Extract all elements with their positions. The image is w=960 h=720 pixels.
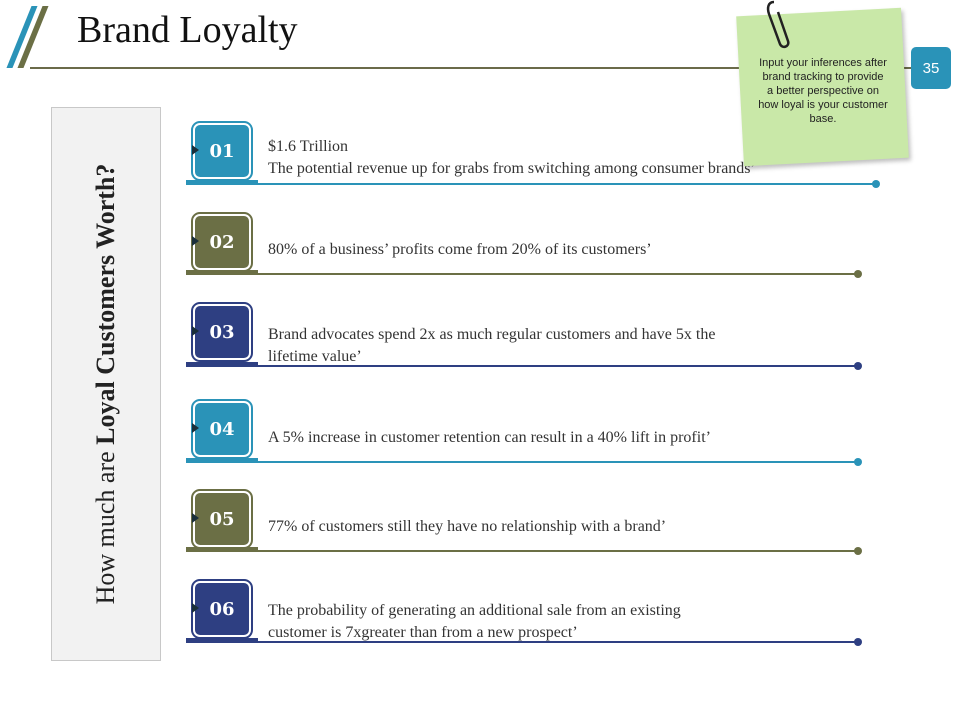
item-base-bar [186, 180, 258, 185]
item-underline [186, 461, 858, 463]
item-text: 77% of customers still they have no rela… [268, 516, 666, 538]
item-line-2: lifetime value’ [268, 348, 362, 365]
item-line-end-dot [854, 638, 862, 646]
title-divider [30, 67, 920, 69]
pointer-arrow-icon [192, 326, 199, 336]
paperclip-icon [766, 0, 790, 49]
item-underline [186, 273, 858, 275]
list-item: 04 A 5% increase in customer retention c… [186, 399, 886, 470]
item-base-bar [186, 270, 258, 275]
item-line-2: The potential revenue up for grabs from … [268, 160, 756, 177]
item-number-badge: 01 [191, 121, 253, 181]
item-line-2: customer is 7xgreater than from a new pr… [268, 624, 578, 641]
item-base-bar [186, 547, 258, 552]
item-underline [186, 550, 858, 552]
item-line-end-dot [854, 547, 862, 555]
item-number-badge: 04 [191, 399, 253, 459]
item-line-end-dot [854, 362, 862, 370]
item-line-1: 77% of customers still they have no rela… [268, 518, 667, 535]
pointer-arrow-icon [192, 423, 199, 433]
item-base-bar [186, 362, 258, 367]
item-line-1: The probability of generating an additio… [268, 602, 681, 619]
item-line-1: A 5% increase in customer retention can … [268, 429, 711, 446]
item-base-bar [186, 458, 258, 463]
heading-regular: How much are [91, 444, 120, 605]
item-text: A 5% increase in customer retention can … [268, 427, 711, 449]
item-underline [186, 641, 858, 643]
list-item: 03 Brand advocates spend 2x as much regu… [186, 302, 886, 373]
sticky-note-text: Input your inferences after brand tracki… [758, 57, 888, 125]
item-underline [186, 183, 876, 185]
side-panel: How much are Loyal Customers Worth? [51, 107, 161, 661]
item-text: Brand advocates spend 2x as much regular… [268, 324, 715, 368]
side-panel-heading: How much are Loyal Customers Worth? [87, 114, 125, 654]
pointer-arrow-icon [192, 236, 199, 246]
item-number-badge: 06 [191, 579, 253, 639]
list-item: 01 $1.6 Trillion The potential revenue up… [186, 121, 886, 192]
item-line-1: Brand advocates spend 2x as much regular… [268, 326, 716, 343]
item-number-badge: 03 [191, 302, 253, 362]
page-number-badge: 35 [911, 47, 951, 89]
item-base-bar [186, 638, 258, 643]
item-underline [186, 365, 858, 367]
item-line-end-dot [854, 270, 862, 278]
pointer-arrow-icon [192, 513, 199, 523]
item-text: The probability of generating an additio… [268, 600, 681, 644]
item-number-badge: 02 [191, 212, 253, 272]
item-line-end-dot [854, 458, 862, 466]
item-text: 80% of a business’ profits come from 20%… [268, 239, 652, 261]
item-line-1: 80% of a business’ profits come from 20%… [268, 241, 652, 258]
item-line-1: $1.6 Trillion [268, 138, 349, 155]
page-title: Brand Loyalty [77, 9, 298, 51]
list-item: 06 The probability of generating an addi… [186, 579, 886, 650]
heading-bold: Loyal Customers Worth? [91, 163, 120, 445]
list-item: 05 77% of customers still they have no r… [186, 489, 886, 560]
item-text: $1.6 Trillion The potential revenue up fo… [268, 136, 756, 180]
list-item: 02 80% of a business’ profits come from … [186, 212, 886, 283]
pointer-arrow-icon [192, 603, 199, 613]
item-line-end-dot [872, 180, 880, 188]
pointer-arrow-icon [192, 145, 199, 155]
item-number-badge: 05 [191, 489, 253, 549]
